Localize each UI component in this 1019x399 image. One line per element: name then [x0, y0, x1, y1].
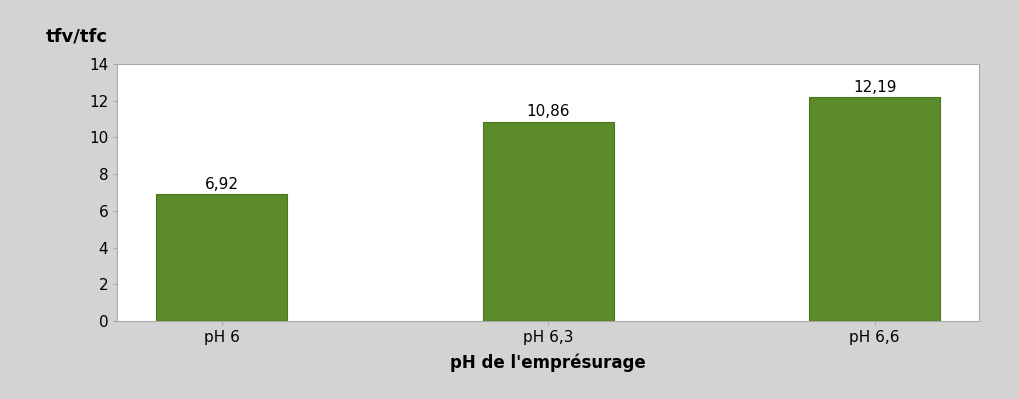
X-axis label: pH de l'emprésurage: pH de l'emprésurage [450, 354, 645, 372]
Bar [156, 194, 286, 321]
Text: 12,19: 12,19 [852, 80, 896, 95]
Text: tfv/tfc: tfv/tfc [46, 28, 108, 46]
Bar [482, 122, 613, 321]
Text: 10,86: 10,86 [526, 105, 570, 119]
Text: 6,92: 6,92 [205, 177, 238, 192]
Bar [809, 97, 940, 321]
